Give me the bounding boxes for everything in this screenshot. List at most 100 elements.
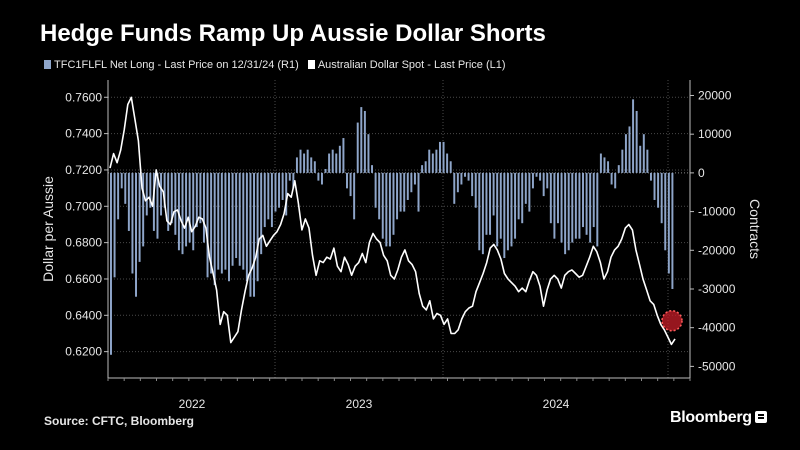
net-long-bar: [617, 165, 620, 173]
net-long-bar: [471, 172, 474, 197]
chart-title: Hedge Funds Ramp Up Aussie Dollar Shorts: [40, 20, 546, 47]
net-long-bar: [349, 172, 352, 197]
net-long-bar: [185, 172, 188, 247]
net-long-bar: [152, 172, 155, 231]
right-tick-label: -20000: [698, 243, 736, 257]
net-long-bar: [485, 172, 488, 235]
net-long-bar: [371, 165, 374, 173]
net-long-bar: [210, 172, 213, 274]
net-long-bar: [603, 157, 606, 173]
net-long-bar: [385, 172, 388, 247]
net-long-bar: [514, 172, 517, 239]
legend: TFC1FLFL Net Long - Last Price on 12/31/…: [44, 59, 512, 71]
net-long-bar: [127, 172, 130, 231]
net-long-bar: [156, 172, 159, 239]
net-long-bar: [481, 172, 484, 255]
net-long-bar: [435, 149, 438, 173]
net-long-bar: [517, 172, 520, 220]
net-long-bar: [342, 138, 345, 173]
net-long-bar: [228, 172, 230, 282]
net-long-bar: [367, 134, 370, 173]
net-long-bar: [124, 172, 127, 204]
right-tick-label: -30000: [698, 282, 736, 296]
net-long-bar: [235, 172, 238, 259]
net-long-bar: [535, 172, 538, 177]
net-long-bar: [649, 172, 652, 181]
net-long-bar: [542, 172, 545, 197]
net-long-bar: [589, 172, 592, 243]
net-long-bar: [413, 172, 416, 185]
net-long-bar: [220, 172, 223, 274]
net-long-bar: [145, 172, 148, 216]
net-long-bar: [360, 107, 363, 173]
net-long-bar: [138, 172, 141, 262]
net-long-bar: [160, 172, 163, 216]
net-long-bar: [510, 172, 513, 247]
legend-swatch-net-long: [44, 60, 51, 69]
net-long-bar: [506, 172, 509, 251]
net-long-bar: [192, 172, 195, 251]
net-long-bar: [331, 149, 334, 173]
left-tick-label: 0.6200: [65, 345, 102, 359]
net-long-bar: [378, 172, 381, 220]
legend-item-net-long: TFC1FLFL Net Long - Last Price on 12/31/…: [44, 59, 302, 71]
net-long-bar: [217, 172, 220, 270]
source-note: Source: CFTC, Bloomberg: [44, 414, 195, 428]
net-long-bar: [607, 161, 610, 173]
net-long-bar: [163, 172, 166, 208]
right-tick-label: -10000: [698, 205, 736, 219]
net-long-bar: [560, 172, 563, 243]
left-axis-title: Dollar per Aussie: [40, 176, 56, 282]
net-long-bar: [267, 172, 270, 220]
net-long-bar: [596, 172, 599, 247]
net-long-bar: [392, 172, 395, 235]
legend-label-net-long: TFC1FLFL Net Long - Last Price on 12/31/…: [54, 59, 299, 71]
net-long-bar: [553, 172, 556, 239]
net-long-bar: [363, 110, 366, 173]
net-long-bar: [238, 172, 241, 266]
net-long-bar: [177, 172, 180, 251]
x-tick-label: 2022: [179, 397, 206, 411]
net-long-bar: [503, 172, 506, 259]
net-long-bar: [421, 165, 424, 173]
net-long-bar: [149, 172, 152, 208]
net-long-bar: [646, 149, 649, 173]
net-long-bar: [567, 172, 570, 251]
net-long-bar: [120, 172, 123, 189]
net-long-bar: [667, 172, 670, 274]
net-long-bar: [564, 172, 567, 255]
net-long-bar: [374, 172, 377, 208]
legend-label-aud-spot: Australian Dollar Spot - Last Price (L1): [317, 59, 506, 71]
net-long-bar: [442, 141, 445, 173]
net-long-bar: [299, 149, 302, 173]
net-long-bar: [117, 172, 120, 220]
net-long-bar: [181, 172, 184, 255]
bloomberg-mark-icon: [754, 411, 767, 423]
bloomberg-logo: Bloomberg: [670, 409, 767, 427]
net-long-bar: [624, 134, 627, 173]
left-tick-label: 0.7600: [65, 90, 102, 104]
net-long-bar: [474, 172, 477, 208]
net-long-bar: [406, 172, 409, 200]
net-long-bar: [464, 172, 466, 177]
net-long-bar: [288, 172, 291, 181]
net-long-bar: [599, 153, 602, 173]
left-tick-label: 0.6800: [65, 236, 102, 250]
net-long-bar: [174, 172, 177, 235]
net-long-bar: [653, 172, 656, 200]
brand-text: Bloomberg: [670, 409, 752, 426]
net-long-bar: [571, 172, 574, 243]
net-long-bar: [578, 172, 581, 239]
net-long-bar: [356, 122, 359, 173]
net-long-bar: [582, 172, 584, 228]
net-long-bar: [621, 149, 624, 173]
net-long-bar: [202, 172, 205, 243]
legend-item-aud-spot: Australian Dollar Spot - Last Price (L1): [307, 59, 506, 71]
net-long-bar: [424, 161, 427, 173]
left-tick-label: 0.6600: [65, 272, 102, 286]
net-long-bar: [381, 172, 384, 239]
net-long-bar: [310, 157, 313, 173]
net-long-bar: [417, 172, 420, 212]
net-long-bar: [285, 172, 288, 216]
